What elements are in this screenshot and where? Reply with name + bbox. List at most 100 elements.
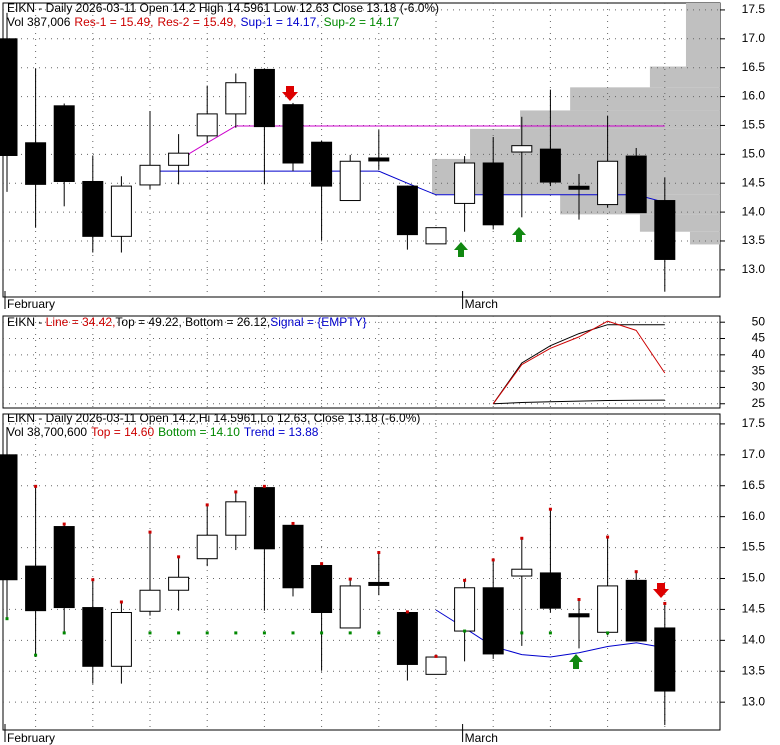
candle-body	[225, 501, 247, 536]
top-dot	[119, 600, 123, 604]
bottom-dot	[205, 631, 209, 635]
indicator-line	[493, 399, 665, 405]
legend-entry: Line = 34.42,	[46, 315, 116, 329]
legend-entry: Res-1 = 15.49,	[74, 15, 153, 29]
candle-body	[196, 534, 218, 560]
y-tick-label: 15.5	[742, 118, 766, 132]
panel-frame	[2, 315, 721, 409]
top-dot	[491, 558, 495, 562]
candle-body	[396, 185, 418, 236]
legend-entry: Res-2 = 15.49,	[157, 15, 236, 29]
bottom-dot	[463, 629, 467, 633]
price-profile-bar	[689, 231, 720, 245]
top-dot	[434, 654, 438, 658]
candle-body	[396, 612, 418, 665]
y-tick-label: 15.5	[742, 540, 766, 554]
y-tick-label: 17.0	[742, 447, 766, 461]
candle-body	[282, 104, 304, 164]
sell-arrow	[282, 86, 298, 101]
legend-entry: Vol 387,006	[7, 15, 71, 29]
y-tick-label: 16.5	[742, 478, 766, 492]
top-dot	[205, 503, 209, 507]
buy-arrow	[569, 654, 583, 669]
y-tick-label: 14.5	[742, 602, 766, 616]
candle-body	[368, 157, 390, 162]
bottom-dot	[262, 631, 266, 635]
chart-title: EIKN - Daily 2026-03-11 Open 14.2,Hi 14.…	[7, 411, 420, 425]
bottom-dot	[520, 631, 524, 635]
bottom-dot	[5, 617, 9, 621]
y-tick-label: 35	[752, 363, 766, 377]
legend-entry: Bottom = 14.10	[158, 425, 240, 439]
candle-body	[425, 656, 447, 675]
panel-frame	[2, 413, 721, 731]
legend-entry: Vol 38,700,600	[7, 425, 87, 439]
chart-title: EIKN - Daily 2026-03-11 Open 14.2 High 1…	[7, 1, 439, 15]
candle-body	[654, 200, 676, 260]
bottom-dot	[177, 631, 181, 635]
price-profile-bar	[639, 214, 720, 232]
candle-body	[454, 162, 476, 204]
candle-body	[82, 180, 104, 237]
x-tick-label: March	[465, 297, 498, 311]
x-tick-label: February	[7, 297, 55, 311]
y-tick-label: 17.5	[742, 2, 766, 16]
top-dot	[606, 535, 610, 539]
candle-body	[568, 613, 590, 618]
y-tick-label: 13.5	[742, 663, 766, 677]
y-tick-label: 13.0	[742, 262, 766, 276]
candle-body	[0, 454, 18, 581]
y-tick-label: 25	[752, 396, 766, 410]
candle-body	[482, 162, 504, 226]
candle-body	[110, 185, 132, 237]
y-tick-label: 15.0	[742, 147, 766, 161]
candle-body	[196, 113, 218, 137]
buy-arrow	[454, 242, 468, 257]
bottom-dot	[606, 631, 610, 635]
bottom-dot	[291, 631, 295, 635]
bottom-dot	[548, 631, 552, 635]
bottom-dot	[320, 631, 324, 635]
price-profile-bar	[520, 110, 720, 129]
candle-body	[110, 612, 132, 667]
y-tick-label: 17.5	[742, 416, 766, 430]
candle-body	[53, 526, 75, 609]
candle-body	[139, 164, 161, 186]
candle-body	[225, 82, 247, 115]
candle-body	[339, 585, 361, 629]
y-tick-label: 30	[752, 380, 766, 394]
legend-entry: Signal = {EMPTY}	[270, 315, 366, 329]
candle-body	[539, 148, 561, 183]
bottom-dot	[62, 631, 66, 635]
y-tick-label: 14.5	[742, 175, 766, 189]
candle-body	[597, 160, 619, 206]
top-dot	[377, 551, 381, 555]
candle-body	[425, 227, 447, 245]
candle-body	[482, 587, 504, 655]
candle-body	[25, 142, 47, 185]
top-dot	[663, 601, 667, 605]
top-dot	[548, 507, 552, 511]
bottom-dot	[348, 631, 352, 635]
legend: Vol 387,006 Res-1 = 15.49, Res-2 = 15.49, S…	[7, 15, 400, 29]
top-dot	[262, 484, 266, 488]
top-dot	[405, 610, 409, 614]
top-dot	[348, 577, 352, 581]
y-tick-label: 45	[752, 331, 766, 345]
x-tick-label: February	[7, 731, 55, 745]
candle-body	[454, 587, 476, 632]
candle-body	[25, 565, 47, 612]
indicator-line	[435, 609, 665, 658]
candle-body	[253, 487, 275, 550]
price-profile-bar	[470, 128, 720, 159]
price-profile-bar	[685, 3, 720, 67]
candle-body	[654, 627, 676, 692]
candle-body	[139, 589, 161, 612]
y-tick-label: 40	[752, 347, 766, 361]
y-tick-label: 16.0	[742, 89, 766, 103]
candle-body	[539, 572, 561, 609]
candle-body	[282, 524, 304, 589]
top-dot	[634, 570, 638, 574]
top-dot	[291, 521, 295, 525]
candle-body	[625, 155, 647, 214]
